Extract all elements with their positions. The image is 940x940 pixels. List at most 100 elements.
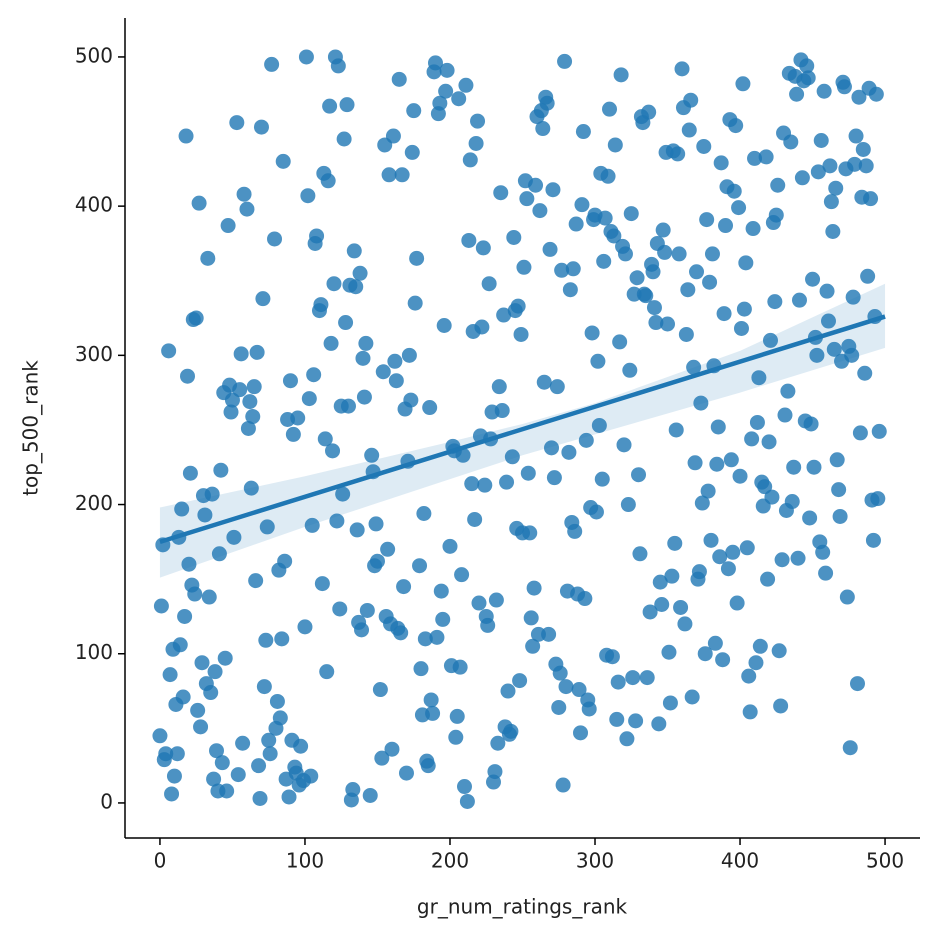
- scatter-point: [823, 194, 839, 210]
- y-tick-label: 500: [75, 43, 113, 67]
- scatter-point: [622, 362, 638, 378]
- x-tick-label: 400: [721, 849, 759, 873]
- scatter-point: [480, 617, 496, 633]
- scatter-point: [863, 191, 879, 207]
- x-tick-label: 0: [154, 849, 167, 873]
- scatter-point: [256, 679, 272, 695]
- scatter-point: [340, 398, 356, 414]
- scatter-point: [388, 373, 404, 389]
- scatter-point: [248, 573, 264, 589]
- scatter-point: [259, 519, 275, 535]
- scatter-point: [352, 265, 368, 281]
- scatter-point: [539, 95, 555, 111]
- scatter-point: [816, 83, 832, 99]
- scatter-point: [777, 407, 793, 423]
- scatter-point: [454, 567, 470, 583]
- scatter-point: [751, 370, 767, 386]
- scatter-point: [704, 246, 720, 262]
- scatter-point: [349, 522, 365, 538]
- scatter-point: [813, 132, 829, 148]
- scatter-point: [848, 128, 864, 144]
- scatter-point: [574, 197, 590, 213]
- scatter-point: [631, 467, 647, 483]
- scatter-point: [718, 218, 734, 234]
- scatter-point: [638, 288, 654, 304]
- scatter-point: [639, 670, 655, 686]
- scatter-point: [661, 644, 677, 660]
- scatter-point: [536, 374, 552, 390]
- scatter-point: [427, 55, 443, 71]
- regression-line: [159, 314, 886, 544]
- scatter-point: [847, 156, 863, 172]
- scatter-point: [229, 115, 245, 131]
- scatter-point: [707, 635, 723, 651]
- scatter-point: [230, 767, 246, 783]
- scatter-point: [551, 699, 567, 715]
- scatter-point: [332, 601, 348, 617]
- scatter-point: [303, 768, 319, 784]
- scatter-point: [594, 471, 610, 487]
- scatter-point: [177, 608, 193, 624]
- scatter-point: [535, 121, 551, 137]
- scatter-point: [646, 300, 662, 316]
- scatter-point: [562, 282, 578, 298]
- scatter-point: [181, 556, 197, 572]
- scatter-point: [771, 643, 787, 659]
- scatter-point: [193, 719, 209, 735]
- scatter-point: [178, 128, 194, 144]
- scatter-point: [541, 626, 557, 642]
- scatter-point: [223, 404, 239, 420]
- scatter-point: [709, 456, 725, 472]
- scatter-point: [868, 86, 884, 102]
- scatter-point: [810, 164, 826, 180]
- scatter-point: [449, 708, 465, 724]
- scatter-point: [731, 200, 747, 216]
- scatter-point: [275, 153, 291, 169]
- scatter-point: [694, 495, 710, 511]
- scatter-point: [629, 270, 645, 286]
- scatter-point: [297, 619, 313, 635]
- scatter-point: [475, 240, 491, 256]
- scatter-point: [578, 432, 594, 448]
- scatter-point: [849, 676, 865, 692]
- scatter-point: [686, 359, 702, 375]
- scatter-point: [702, 274, 718, 290]
- scatter-point: [761, 434, 777, 450]
- scatter-point: [774, 552, 790, 568]
- scatter-point: [251, 758, 267, 774]
- scatter-point: [190, 702, 206, 718]
- scatter-point: [770, 177, 786, 193]
- scatter-point: [300, 188, 316, 204]
- scatter-point: [269, 693, 285, 709]
- scatter-point: [416, 505, 432, 521]
- scatter-point: [323, 335, 339, 351]
- x-tick-label: 500: [866, 849, 904, 873]
- scatter-point: [799, 58, 815, 74]
- scatter-point: [338, 315, 354, 331]
- scatter-point: [826, 341, 842, 357]
- scatter-point: [336, 131, 352, 147]
- scatter-point: [602, 101, 618, 117]
- scatter-point: [358, 335, 374, 351]
- scatter-point: [549, 379, 565, 395]
- scatter-point: [693, 395, 709, 411]
- scatter-point: [436, 318, 452, 333]
- scatter-point: [577, 591, 593, 607]
- scatter-point: [757, 479, 773, 495]
- scatter-point: [258, 632, 274, 648]
- scatter-point: [326, 276, 342, 292]
- scatter-point: [532, 203, 548, 219]
- scatter-point: [851, 89, 867, 105]
- scatter-point: [249, 344, 265, 360]
- scatter-point: [606, 228, 622, 244]
- scatter-point: [407, 295, 423, 311]
- scatter-point: [375, 364, 391, 380]
- scatter-point: [739, 540, 755, 556]
- scatter-point: [235, 735, 251, 751]
- scatter-point: [435, 611, 451, 627]
- scatter-point: [385, 128, 401, 144]
- scatter-point: [664, 568, 680, 584]
- scatter-point: [700, 483, 716, 499]
- scatter-point: [396, 579, 412, 595]
